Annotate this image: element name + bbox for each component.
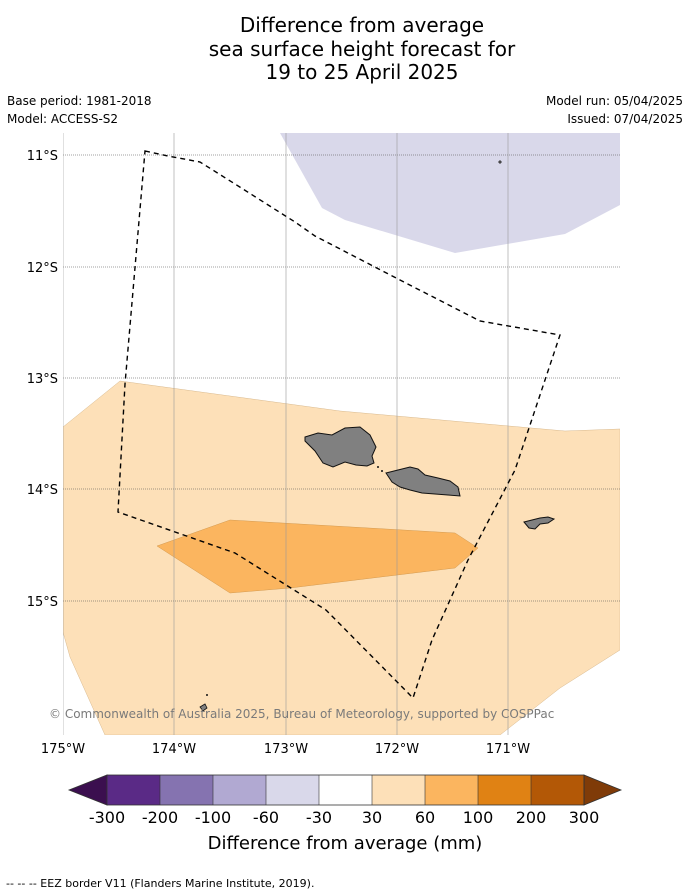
lat-label-13s: 13°S xyxy=(27,372,58,387)
base-period: Base period: 1981-2018 xyxy=(7,94,152,108)
islet-apolima xyxy=(377,466,379,468)
colorbar-bin-2 xyxy=(160,775,213,805)
colorbar-tick: 60 xyxy=(414,808,436,827)
colorbar-tick: -100 xyxy=(194,808,232,827)
lon-label-173w: 173°W xyxy=(264,742,308,757)
colorbar-tick: 100 xyxy=(462,808,494,827)
colorbar-tick: 300 xyxy=(568,808,600,827)
lat-label-14s: 14°S xyxy=(27,483,58,498)
eez-legend-note: -- -- -- EEZ border V11 (Flanders Marine… xyxy=(6,877,315,890)
colorbar-extend-low xyxy=(67,774,108,806)
anomaly-region-pos60 xyxy=(156,519,479,594)
colorbar-label: Difference from average (mm) xyxy=(207,833,483,854)
lon-label-175w: 175°W xyxy=(41,742,85,757)
colorbar-extend-high xyxy=(583,774,623,806)
issued-date: Issued: 07/04/2025 xyxy=(567,112,683,126)
island-tutuila xyxy=(523,516,556,530)
anomaly-region-neg30 xyxy=(280,133,620,253)
lat-gridlines xyxy=(63,154,620,602)
colorbar-tick: -300 xyxy=(88,808,126,827)
eez-border xyxy=(117,150,561,700)
colorbar-bin-1 xyxy=(107,775,160,805)
map-plot-area xyxy=(63,133,620,735)
colorbar-tick: 30 xyxy=(361,808,383,827)
lon-axis-labels: 175°W 174°W 173°W 172°W 171°W xyxy=(41,742,530,757)
lat-label-12s: 12°S xyxy=(27,261,58,276)
title-line-1: Difference from average xyxy=(239,13,485,37)
map-title: Difference from average sea surface heig… xyxy=(0,13,690,85)
colorbar-bin-5 xyxy=(319,775,372,805)
colorbar-bin-7 xyxy=(425,775,478,805)
model-run: Model run: 05/04/2025 xyxy=(545,94,683,108)
colorbar-bin-8 xyxy=(478,775,531,805)
colorbar-bin-3 xyxy=(213,775,266,805)
island-savaii xyxy=(304,426,377,468)
lon-label-171w: 171°W xyxy=(486,742,530,757)
colorbar-tick: 200 xyxy=(515,808,547,827)
islet-southwest xyxy=(199,703,208,712)
colorbar-tick: -30 xyxy=(305,808,333,827)
title-line-3: 19 to 25 April 2025 xyxy=(265,60,459,84)
copyright-text: © Commonwealth of Australia 2025, Bureau… xyxy=(49,707,554,721)
lat-label-15s: 15°S xyxy=(27,595,58,610)
colorbar-bin-4 xyxy=(266,775,319,805)
colorbar-bin-6 xyxy=(372,775,425,805)
islet-manono xyxy=(381,470,383,472)
lat-axis-labels: 11°S 12°S 13°S 14°S 15°S xyxy=(27,149,58,610)
model-name: Model: ACCESS-S2 xyxy=(7,112,119,126)
lon-label-174w: 174°W xyxy=(152,742,196,757)
islet-southwest-2 xyxy=(206,694,208,696)
lon-gridlines xyxy=(63,133,509,735)
islet-swains xyxy=(498,160,502,164)
colorbar-tick: -60 xyxy=(252,808,280,827)
colorbar-tick: -200 xyxy=(141,808,179,827)
colorbar-outline xyxy=(106,774,585,806)
island-upolu xyxy=(385,466,461,497)
lon-label-172w: 172°W xyxy=(375,742,419,757)
colorbar-bin-9 xyxy=(531,775,584,805)
lat-label-11s: 11°S xyxy=(27,149,58,164)
title-line-2: sea surface height forecast for xyxy=(208,36,516,61)
colorbar xyxy=(67,774,623,806)
